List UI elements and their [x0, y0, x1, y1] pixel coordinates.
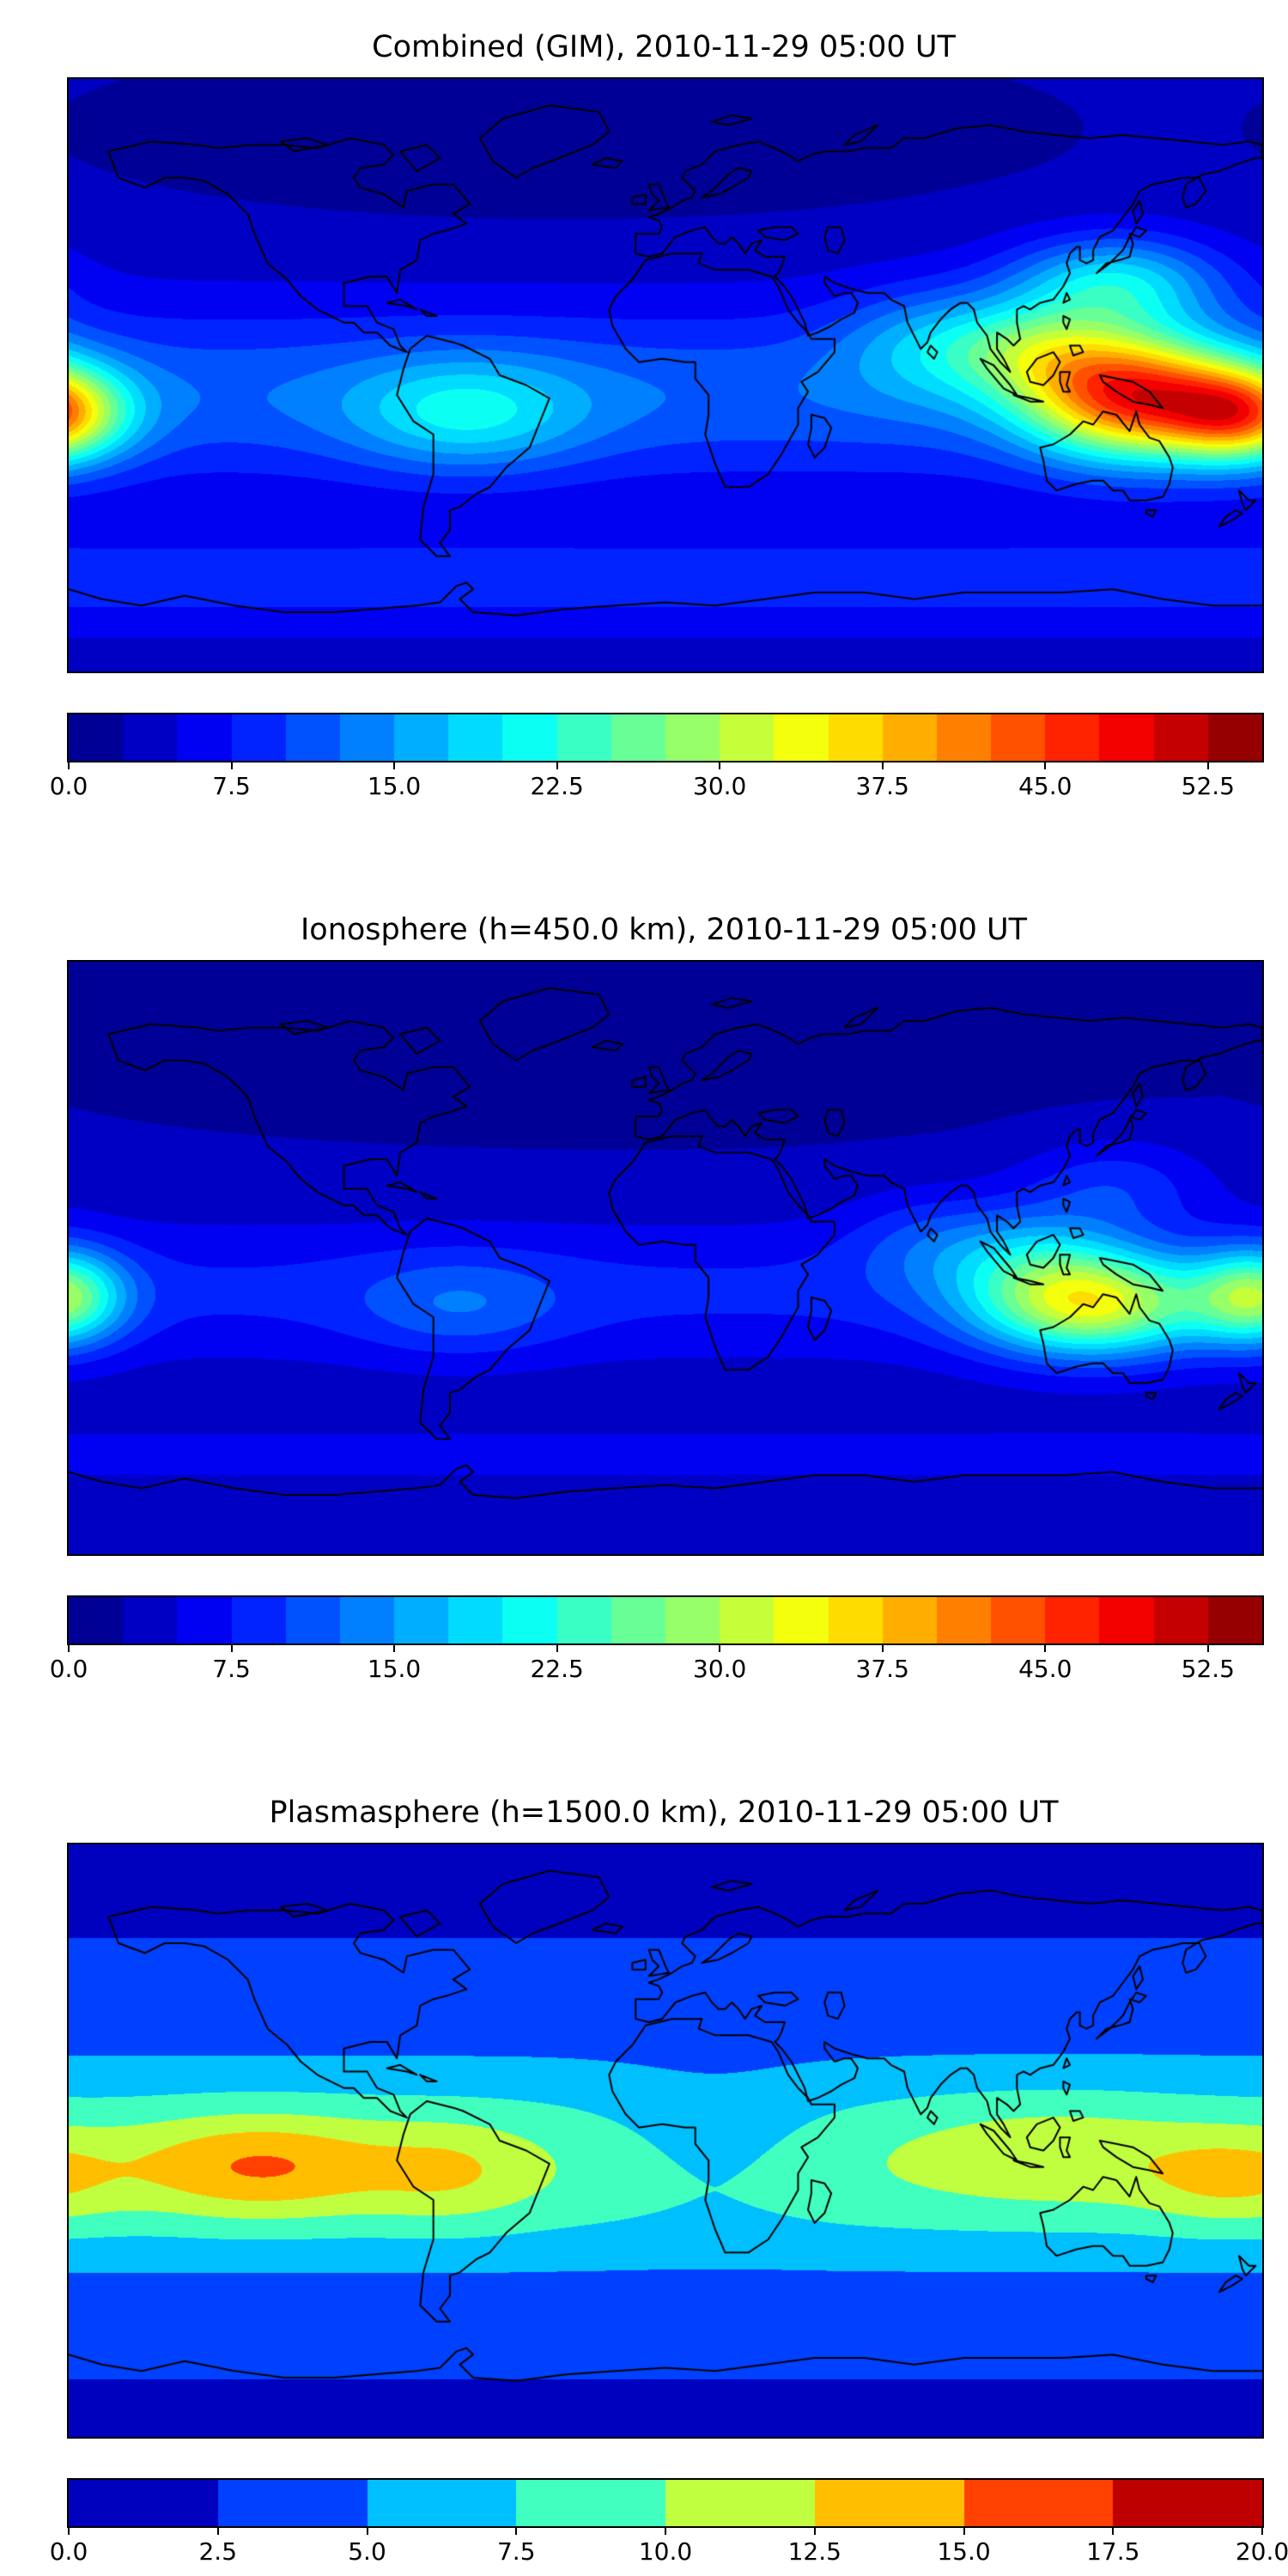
colorbar-tick-label: 30.0 [693, 772, 747, 800]
colorbar-tick [963, 2528, 965, 2535]
panel-ionosphere: Ionosphere (h=450.0 km), 2010-11-29 05:0… [0, 912, 1288, 1686]
world-map-plasmasphere [67, 1843, 1264, 2439]
colorbar-tick-label: 0.0 [49, 772, 88, 800]
colorbar-tick [556, 762, 558, 769]
colorbar-tick-label: 20.0 [1235, 2537, 1288, 2566]
colorbar-tick-label: 17.5 [1086, 2537, 1140, 2566]
colorbar-tick [68, 1645, 70, 1652]
colorbar-tick-label: 15.0 [367, 772, 422, 800]
colorbar-tick [393, 1645, 396, 1652]
colorbar-tick-label: 45.0 [1018, 1655, 1072, 1683]
colorbar-tick [1261, 2528, 1263, 2535]
colorbar-tick-label: 22.5 [530, 1655, 584, 1683]
colorbar-tick-label: 30.0 [693, 1655, 747, 1683]
colorbar-tick-label: 5.0 [348, 2537, 386, 2566]
colorbar-ticks-plasmasphere: 0.0 2.5 5.0 7.5 10.0 12.5 15.0 17.5 20.0 [50, 2528, 1288, 2569]
colorbar-tick [515, 2528, 518, 2535]
colorbar-tick-label: 22.5 [530, 772, 584, 800]
colorbar-ticks-combined: 0.0 7.5 15.0 22.5 30.0 37.5 45.0 52.5 [50, 762, 1262, 804]
panel-title-plasmasphere: Plasmasphere (h=1500.0 km), 2010-11-29 0… [269, 1795, 1059, 1830]
colorbar-tick [68, 2528, 70, 2535]
colorbar-tick-label: 52.5 [1181, 772, 1235, 800]
colorbar-tick [813, 2528, 816, 2535]
colorbar-plasmasphere [67, 2478, 1264, 2528]
colorbar-tick-label: 7.5 [212, 1655, 251, 1683]
colorbar-tick-label: 10.0 [638, 2537, 693, 2566]
colorbar-tick-label: 37.5 [855, 772, 909, 800]
colorbar-tick [366, 2528, 368, 2535]
colorbar-tick-label: 37.5 [855, 1655, 909, 1683]
colorbar-tick [881, 762, 884, 769]
colorbar-tick-label: 7.5 [212, 772, 251, 800]
colorbar-tick-label: 15.0 [367, 1655, 422, 1683]
colorbar-tick [230, 1645, 233, 1652]
colorbar-tick [1206, 1645, 1209, 1652]
world-map-combined [67, 77, 1264, 673]
colorbar-tick-label: 12.5 [787, 2537, 841, 2566]
colorbar-tick [719, 1645, 721, 1652]
panel-title-combined: Combined (GIM), 2010-11-29 05:00 UT [372, 30, 956, 64]
colorbar-tick [556, 1645, 558, 1652]
colorbar-tick [881, 1645, 884, 1652]
colorbar-tick-label: 52.5 [1181, 1655, 1235, 1683]
panel-title-ionosphere: Ionosphere (h=450.0 km), 2010-11-29 05:0… [300, 913, 1028, 947]
colorbar-tick-label: 45.0 [1018, 772, 1072, 800]
colorbar-combined [67, 713, 1264, 762]
colorbar-tick [1044, 1645, 1047, 1652]
colorbar-tick [230, 762, 233, 769]
colorbar-tick [393, 762, 396, 769]
colorbar-tick-label: 7.5 [496, 2537, 536, 2566]
colorbar-tick-label: 0.0 [49, 1655, 88, 1683]
panel-combined: Combined (GIM), 2010-11-29 05:00 UT 0.0 7… [0, 29, 1288, 804]
colorbar-tick [216, 2528, 219, 2535]
colorbar-ticks-ionosphere: 0.0 7.5 15.0 22.5 30.0 37.5 45.0 52.5 [50, 1645, 1262, 1686]
colorbar-tick [719, 762, 721, 769]
colorbar-tick-label: 0.0 [49, 2537, 88, 2566]
colorbar-tick [68, 762, 70, 769]
world-map-ionosphere [67, 960, 1264, 1556]
colorbar-tick [1112, 2528, 1115, 2535]
panel-plasmasphere: Plasmasphere (h=1500.0 km), 2010-11-29 0… [0, 1795, 1288, 2569]
colorbar-tick-label: 2.5 [198, 2537, 238, 2566]
colorbar-ionosphere [67, 1595, 1264, 1645]
colorbar-tick [1206, 762, 1209, 769]
colorbar-tick-label: 15.0 [937, 2537, 991, 2566]
colorbar-tick [1044, 762, 1047, 769]
colorbar-tick [665, 2528, 666, 2535]
